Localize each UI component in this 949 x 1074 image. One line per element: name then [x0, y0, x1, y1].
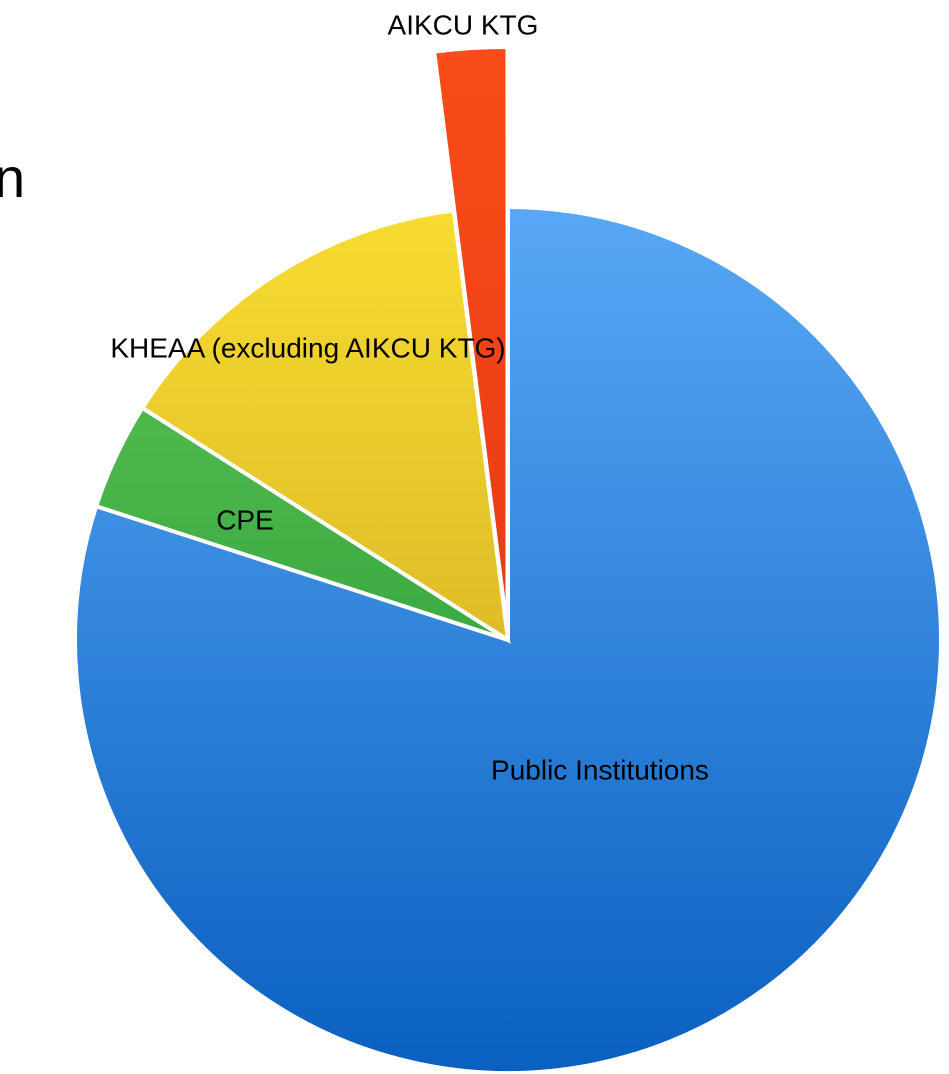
slice-label: AIKCU KTG	[388, 9, 539, 40]
pie-slice	[139, 208, 511, 644]
pie-slice	[73, 204, 943, 1074]
slice-label: CPE	[216, 504, 274, 535]
slice-label: Public Institutions	[491, 754, 709, 785]
slices	[73, 45, 943, 1074]
chart-title: n	[0, 146, 25, 209]
pie-slice	[431, 45, 510, 633]
labels: Public Institutions CPE KHEAA (excluding A…	[110, 9, 709, 785]
slice-label: KHEAA (excluding AIKCU KTG)	[110, 332, 505, 363]
